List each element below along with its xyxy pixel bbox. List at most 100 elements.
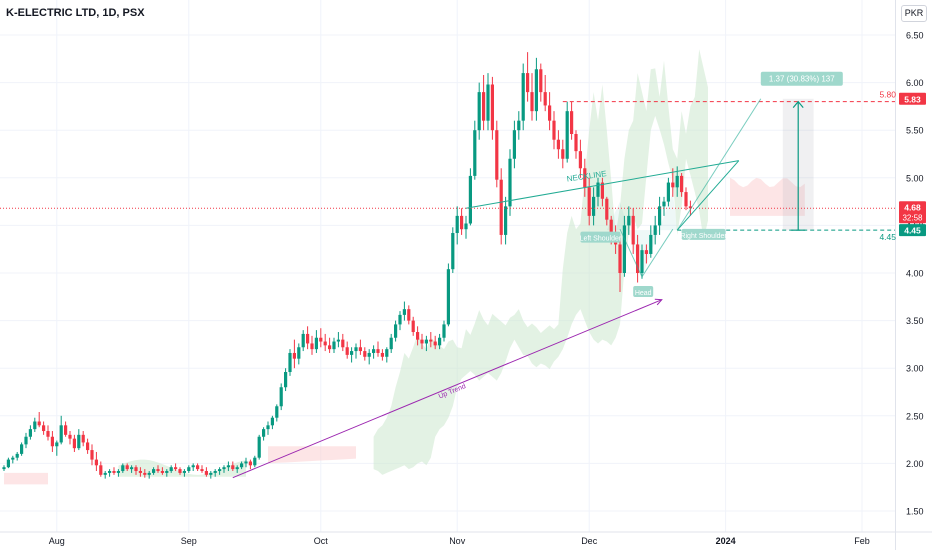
candle-body — [543, 92, 547, 106]
price-tag: 4.45 — [904, 226, 921, 236]
candle-body — [631, 215, 635, 245]
candle-body — [600, 182, 604, 199]
candle-body — [578, 151, 582, 169]
time-axis[interactable]: AugSepOctNovDec2024FebMarAprMay — [49, 536, 932, 546]
cloud-band — [268, 446, 356, 464]
neckline — [465, 160, 739, 209]
candle-body — [288, 352, 292, 373]
candle-body — [112, 471, 116, 473]
candle-body — [147, 472, 151, 475]
candle-body — [332, 341, 336, 350]
candle-body — [55, 442, 59, 447]
candle-body — [222, 467, 226, 470]
candle-body — [174, 467, 178, 470]
candle-body — [108, 471, 112, 473]
candle-body — [257, 436, 261, 458]
candle-body — [402, 309, 406, 315]
candle-body — [266, 425, 270, 430]
candle-body — [411, 320, 415, 333]
x-tick-label: Dec — [581, 536, 598, 546]
candle-body — [284, 372, 288, 388]
ichimoku-cloud — [4, 49, 805, 485]
candle-body — [99, 465, 103, 475]
candle-body — [534, 69, 538, 112]
candle-body — [323, 341, 327, 346]
candle-body — [314, 337, 318, 350]
candle-body — [341, 339, 345, 348]
candle-body — [68, 434, 72, 439]
candle-body — [240, 463, 244, 468]
candle-body — [451, 233, 455, 270]
candle-body — [358, 347, 362, 352]
candle-body — [556, 139, 560, 150]
candle-body — [592, 196, 596, 216]
candle-body — [495, 130, 499, 180]
last-price-tag-bg — [899, 201, 926, 224]
candle-body — [196, 465, 200, 470]
candle-body — [169, 467, 173, 472]
candle-body — [644, 250, 648, 254]
candle-body — [275, 406, 279, 418]
candle-body — [297, 347, 301, 359]
currency-button[interactable]: PKR — [901, 5, 927, 22]
cloud-band — [4, 472, 48, 485]
right-shoulder-label-bg — [681, 228, 726, 240]
candle-body — [548, 105, 552, 121]
y-tick-label: 1.50 — [906, 507, 924, 517]
candle-body — [618, 244, 622, 273]
candle-body — [165, 471, 169, 473]
candle-body — [90, 450, 94, 460]
y-tick-label: 2.50 — [906, 411, 924, 421]
candle-body — [301, 333, 305, 348]
candle-body — [477, 92, 481, 131]
candle-body — [385, 349, 389, 357]
candle-body — [671, 182, 675, 188]
candle-body — [429, 339, 433, 342]
projection-path — [676, 98, 762, 231]
candle-body — [662, 201, 666, 207]
candle-body — [11, 457, 15, 460]
candle-body — [526, 73, 530, 93]
candle-body — [442, 324, 446, 338]
candle-body — [473, 130, 477, 176]
candle-body — [24, 436, 28, 445]
symbol-title[interactable]: K-ELECTRIC LTD, 1D, PSX — [6, 7, 145, 19]
candle-body — [512, 130, 516, 159]
candle-body — [394, 324, 398, 338]
y-tick-label: 5.00 — [906, 173, 924, 183]
candle-body — [336, 339, 340, 342]
left-shoulder-label-bg — [580, 231, 621, 243]
candle-body — [94, 459, 98, 466]
candle-body — [389, 337, 393, 350]
price-axis[interactable]: 6.506.005.505.004.504.003.503.002.502.00… — [895, 0, 924, 550]
price-line-label: 4.45 — [879, 232, 896, 242]
candle-body — [438, 337, 442, 346]
candle-body — [372, 349, 376, 353]
candle-body — [152, 469, 156, 473]
candle-body — [504, 206, 508, 235]
candle-body — [244, 461, 248, 464]
y-tick-label: 3.50 — [906, 316, 924, 326]
uptrend-line — [232, 299, 662, 479]
candle-body — [15, 453, 19, 458]
candle-body — [226, 465, 230, 468]
candle-body — [605, 198, 609, 220]
candle-body — [310, 343, 314, 350]
candle-body — [231, 465, 235, 470]
candle-body — [460, 215, 464, 230]
candle-body — [490, 84, 494, 131]
candle-body — [367, 352, 371, 357]
candle-body — [103, 472, 107, 475]
candle-body — [182, 471, 186, 473]
candle-body — [517, 120, 521, 131]
candle-body — [191, 465, 195, 468]
candle-body — [345, 347, 349, 355]
candle-body — [416, 332, 420, 340]
candle-body — [653, 225, 657, 235]
y-tick-label: 5.50 — [906, 126, 924, 136]
candle-body — [486, 84, 490, 121]
candle-body — [684, 192, 688, 207]
price-tag: 5.83 — [904, 94, 921, 104]
